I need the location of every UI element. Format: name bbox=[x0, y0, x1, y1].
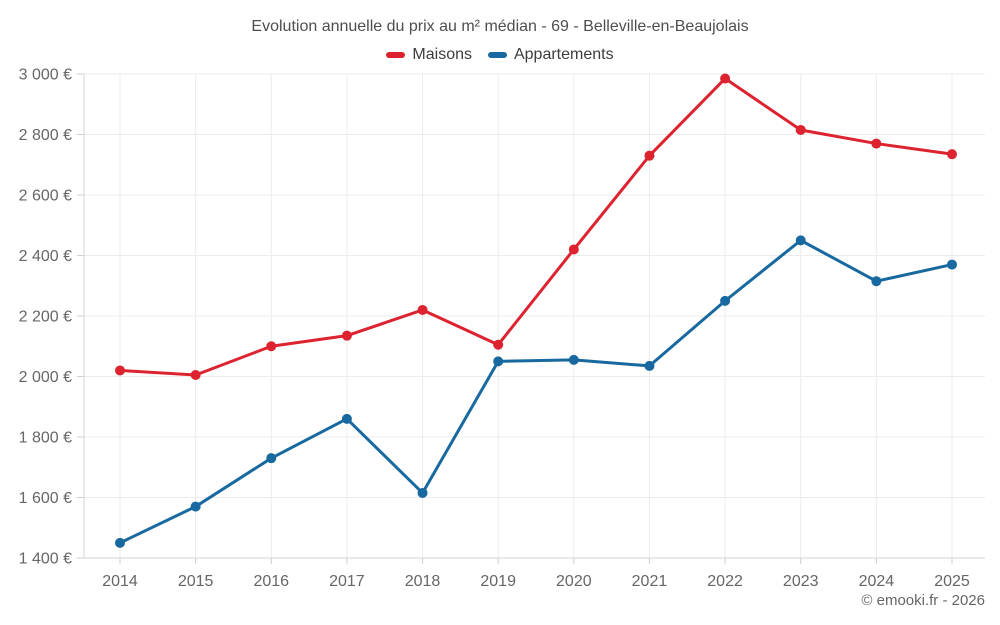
x-tick-label-2014: 2014 bbox=[102, 573, 138, 590]
x-tick-label-2022: 2022 bbox=[707, 573, 743, 590]
y-tick-label: 2 200 € bbox=[19, 309, 72, 326]
data-point-maisons-2014[interactable] bbox=[115, 365, 125, 376]
y-tick-label: 2 600 € bbox=[19, 188, 72, 205]
y-tick-label: 2 000 € bbox=[19, 369, 72, 386]
legend-label-appartements: Appartements bbox=[513, 46, 614, 63]
x-tick-label-2018: 2018 bbox=[405, 573, 441, 590]
x-tick-label-2023: 2023 bbox=[783, 573, 819, 590]
y-tick-label: 2 400 € bbox=[19, 248, 72, 265]
data-point-appartements-2022[interactable] bbox=[720, 295, 731, 306]
data-point-maisons-2023[interactable] bbox=[795, 124, 806, 135]
x-tick-label-2015: 2015 bbox=[178, 573, 214, 590]
data-point-appartements-2023[interactable] bbox=[795, 235, 806, 246]
legend-item-appartements[interactable]: Appartements bbox=[487, 46, 614, 64]
data-point-appartements-2017[interactable] bbox=[341, 413, 352, 424]
data-point-maisons-2019[interactable] bbox=[493, 339, 504, 350]
y-tick-label: 1 400 € bbox=[19, 551, 72, 568]
x-tick-label-2020: 2020 bbox=[556, 573, 592, 590]
data-point-appartements-2024[interactable] bbox=[871, 276, 882, 287]
x-tick-label-2019: 2019 bbox=[480, 573, 516, 590]
legend-label-maisons: Maisons bbox=[412, 46, 472, 63]
x-tick-label-2017: 2017 bbox=[329, 573, 365, 590]
x-tick-label-2021: 2021 bbox=[632, 573, 668, 590]
data-point-maisons-2022[interactable] bbox=[720, 73, 731, 84]
copyright-footer: © emooki.fr - 2026 bbox=[861, 592, 985, 609]
data-point-appartements-2021[interactable] bbox=[644, 360, 655, 371]
data-point-maisons-2025[interactable] bbox=[947, 149, 957, 160]
data-point-maisons-2021[interactable] bbox=[644, 150, 655, 161]
data-point-maisons-2020[interactable] bbox=[568, 244, 579, 255]
data-point-appartements-2020[interactable] bbox=[568, 354, 579, 365]
y-tick-label: 2 800 € bbox=[19, 127, 72, 144]
legend-swatch-maisons bbox=[386, 52, 406, 58]
data-point-appartements-2018[interactable] bbox=[417, 487, 428, 498]
data-point-appartements-2019[interactable] bbox=[493, 356, 504, 367]
series-line-appartements bbox=[118, 238, 954, 545]
legend-item-maisons[interactable]: Maisons bbox=[386, 46, 472, 64]
y-tick-label: 1 600 € bbox=[19, 490, 72, 507]
data-point-maisons-2016[interactable] bbox=[266, 341, 277, 352]
data-point-maisons-2018[interactable] bbox=[417, 304, 428, 315]
data-point-maisons-2024[interactable] bbox=[871, 138, 882, 149]
data-point-appartements-2014[interactable] bbox=[115, 537, 125, 548]
y-tick-label: 1 800 € bbox=[19, 430, 72, 447]
x-tick-label-2025: 2025 bbox=[934, 573, 970, 590]
data-point-maisons-2015[interactable] bbox=[190, 369, 201, 380]
y-tick-label: 3 000 € bbox=[19, 67, 72, 84]
x-tick-label-2024: 2024 bbox=[859, 573, 895, 590]
data-point-appartements-2016[interactable] bbox=[266, 453, 277, 464]
data-point-appartements-2025[interactable] bbox=[947, 259, 957, 270]
data-point-appartements-2015[interactable] bbox=[190, 501, 201, 512]
data-point-maisons-2017[interactable] bbox=[341, 330, 352, 341]
chart-title: Evolution annuelle du prix au m² médian … bbox=[251, 18, 749, 35]
chart-legend: Maisons Appartements bbox=[0, 46, 1000, 64]
x-tick-label-2016: 2016 bbox=[253, 573, 289, 590]
legend-swatch-appartements bbox=[487, 52, 507, 58]
series-line-maisons bbox=[118, 77, 954, 377]
